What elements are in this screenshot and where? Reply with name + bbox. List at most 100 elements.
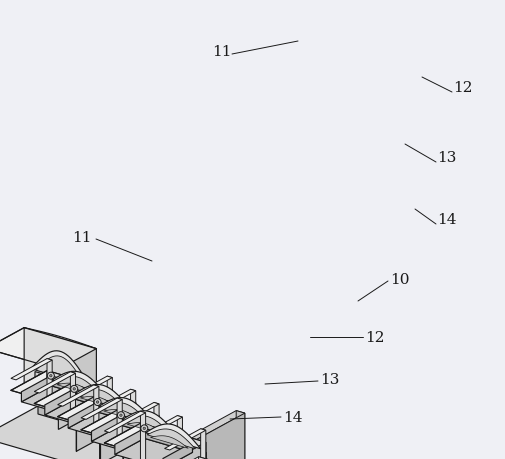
Polygon shape xyxy=(38,406,262,459)
Polygon shape xyxy=(104,409,141,422)
Circle shape xyxy=(49,375,52,377)
Polygon shape xyxy=(83,404,136,425)
Polygon shape xyxy=(131,389,136,445)
Polygon shape xyxy=(21,386,99,416)
Polygon shape xyxy=(91,425,169,455)
Polygon shape xyxy=(59,349,96,430)
Polygon shape xyxy=(38,375,82,399)
Polygon shape xyxy=(99,398,154,422)
Polygon shape xyxy=(105,404,136,440)
Polygon shape xyxy=(77,390,125,409)
Polygon shape xyxy=(128,417,160,453)
Polygon shape xyxy=(117,410,182,459)
Polygon shape xyxy=(70,384,136,445)
Polygon shape xyxy=(54,376,102,396)
Circle shape xyxy=(143,427,145,430)
Polygon shape xyxy=(68,402,97,428)
Polygon shape xyxy=(94,385,99,441)
Polygon shape xyxy=(140,423,206,459)
Polygon shape xyxy=(70,372,76,427)
Polygon shape xyxy=(144,428,192,453)
Text: 11: 11 xyxy=(72,230,92,245)
Circle shape xyxy=(141,425,148,432)
Polygon shape xyxy=(36,356,84,384)
Polygon shape xyxy=(76,390,113,451)
Polygon shape xyxy=(154,403,159,458)
Polygon shape xyxy=(71,376,113,397)
Polygon shape xyxy=(57,383,95,396)
Polygon shape xyxy=(105,423,206,459)
Polygon shape xyxy=(0,328,96,369)
Text: 14: 14 xyxy=(437,213,457,226)
Polygon shape xyxy=(163,442,192,459)
Polygon shape xyxy=(130,431,183,451)
Circle shape xyxy=(47,372,55,380)
Polygon shape xyxy=(116,416,146,442)
Polygon shape xyxy=(165,429,206,450)
Polygon shape xyxy=(115,428,144,454)
Polygon shape xyxy=(150,436,188,448)
Polygon shape xyxy=(91,415,121,442)
Circle shape xyxy=(71,386,78,392)
Polygon shape xyxy=(100,403,148,423)
Polygon shape xyxy=(145,424,200,449)
Polygon shape xyxy=(140,429,169,455)
Polygon shape xyxy=(184,453,206,459)
Polygon shape xyxy=(11,359,52,380)
Polygon shape xyxy=(34,372,76,393)
Polygon shape xyxy=(175,443,206,459)
Polygon shape xyxy=(11,371,113,409)
Polygon shape xyxy=(138,426,160,459)
Text: 13: 13 xyxy=(437,151,457,165)
Polygon shape xyxy=(115,413,136,452)
Polygon shape xyxy=(35,372,85,402)
Polygon shape xyxy=(146,429,182,459)
Polygon shape xyxy=(93,403,122,429)
Circle shape xyxy=(120,414,122,416)
Polygon shape xyxy=(0,406,262,459)
Polygon shape xyxy=(163,411,245,453)
Polygon shape xyxy=(161,439,183,459)
Polygon shape xyxy=(152,431,183,459)
Polygon shape xyxy=(154,443,206,459)
Polygon shape xyxy=(58,397,159,436)
Polygon shape xyxy=(68,412,146,442)
Polygon shape xyxy=(47,371,113,431)
Polygon shape xyxy=(127,423,165,435)
Polygon shape xyxy=(21,376,51,402)
Polygon shape xyxy=(45,389,74,415)
Polygon shape xyxy=(76,385,131,409)
Polygon shape xyxy=(52,371,107,396)
Polygon shape xyxy=(115,438,192,459)
Polygon shape xyxy=(47,359,52,414)
Text: 12: 12 xyxy=(365,330,385,344)
Polygon shape xyxy=(45,399,122,429)
Polygon shape xyxy=(94,397,159,458)
Polygon shape xyxy=(198,457,230,459)
Polygon shape xyxy=(177,457,230,459)
Polygon shape xyxy=(107,376,113,431)
Polygon shape xyxy=(107,417,160,438)
Polygon shape xyxy=(140,411,145,459)
Polygon shape xyxy=(200,429,206,459)
Text: 12: 12 xyxy=(453,81,473,95)
Polygon shape xyxy=(99,403,136,459)
Polygon shape xyxy=(124,416,172,436)
Polygon shape xyxy=(118,403,159,424)
Text: 11: 11 xyxy=(212,45,232,59)
Polygon shape xyxy=(123,416,159,459)
Polygon shape xyxy=(141,416,182,437)
Polygon shape xyxy=(31,351,89,386)
Polygon shape xyxy=(236,411,245,459)
Polygon shape xyxy=(58,385,99,406)
Circle shape xyxy=(94,399,101,406)
Polygon shape xyxy=(117,398,122,453)
Polygon shape xyxy=(172,413,245,459)
Polygon shape xyxy=(94,389,136,411)
Text: 14: 14 xyxy=(283,410,303,424)
Polygon shape xyxy=(177,416,182,459)
Polygon shape xyxy=(81,410,182,449)
Polygon shape xyxy=(34,384,136,423)
Circle shape xyxy=(118,412,124,419)
Polygon shape xyxy=(122,411,177,436)
